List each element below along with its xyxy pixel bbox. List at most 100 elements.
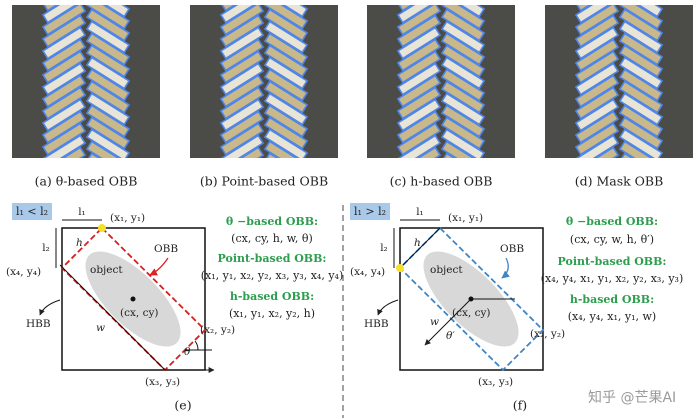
vehicle bbox=[396, 86, 442, 120]
w: w bbox=[96, 322, 105, 334]
condition-box bbox=[12, 203, 52, 220]
vehicle bbox=[41, 86, 87, 120]
vehicle bbox=[41, 5, 87, 36]
image-bg bbox=[12, 5, 160, 158]
format-name: Point-based OBB: bbox=[218, 252, 327, 265]
angle-label: θ′ bbox=[446, 330, 455, 342]
vertex-label: (x₃, y₃) bbox=[478, 376, 513, 388]
vehicle bbox=[41, 98, 87, 132]
vehicle bbox=[219, 146, 265, 158]
vehicle bbox=[618, 80, 664, 114]
vehicle bbox=[219, 26, 265, 60]
vehicle bbox=[574, 146, 620, 158]
vehicle bbox=[440, 5, 486, 18]
vehicle bbox=[440, 44, 486, 78]
vehicle bbox=[85, 5, 131, 30]
vehicle bbox=[219, 134, 265, 158]
vehicle bbox=[219, 98, 265, 132]
vertex-label: (x₄, y₄) bbox=[350, 266, 385, 278]
format-tuple: (x₁, y₁, x₂, y₂, x₃, y₃, x₄, y₄) bbox=[201, 269, 343, 282]
format-name: Point-based OBB: bbox=[558, 255, 667, 268]
vehicle bbox=[618, 92, 664, 126]
vertex-label: (x₁, y₁) bbox=[448, 212, 483, 224]
vertex-label: (x₃, y₃) bbox=[145, 376, 180, 388]
caption: (b) Point-based OBB bbox=[200, 174, 328, 189]
format-tuple: (x₄, y₄, x₁, y₁, x₂, y₂, x₃, y₃) bbox=[541, 272, 683, 285]
vehicle bbox=[85, 152, 131, 158]
vehicle bbox=[574, 38, 620, 72]
vehicle bbox=[396, 5, 442, 12]
vehicle bbox=[41, 50, 87, 84]
center-label: (cx, cy) bbox=[452, 307, 490, 319]
format-tuple: (cx, cy, w, h, θ′) bbox=[570, 233, 654, 246]
vehicle bbox=[41, 14, 87, 48]
vehicle bbox=[85, 8, 131, 42]
vehicle bbox=[618, 104, 664, 138]
vehicle bbox=[618, 32, 664, 66]
vehicle bbox=[574, 5, 620, 24]
vehicle bbox=[440, 5, 486, 30]
vehicle bbox=[41, 5, 87, 24]
caption: (d) Mask OBB bbox=[575, 174, 664, 189]
vehicle bbox=[618, 152, 664, 158]
vehicle bbox=[263, 140, 309, 158]
obb-label: OBB bbox=[154, 243, 178, 255]
vehicle bbox=[618, 128, 664, 158]
vehicle bbox=[263, 128, 309, 158]
condition-box bbox=[350, 203, 390, 220]
vehicle bbox=[41, 62, 87, 96]
vehicle bbox=[396, 146, 442, 158]
image-row bbox=[12, 5, 693, 158]
vehicle bbox=[219, 5, 265, 24]
angle-label: θ bbox=[184, 346, 191, 358]
vehicle bbox=[263, 56, 309, 90]
vehicle bbox=[396, 74, 442, 108]
vehicle bbox=[574, 5, 620, 12]
image-bg bbox=[545, 5, 693, 158]
format-name: h-based OBB: bbox=[230, 290, 314, 303]
vehicle bbox=[263, 68, 309, 102]
vehicle bbox=[396, 50, 442, 84]
hbb bbox=[61, 227, 206, 371]
vehicle bbox=[396, 26, 442, 60]
vehicle bbox=[574, 110, 620, 144]
format-name: h-based OBB: bbox=[570, 293, 654, 306]
vehicle bbox=[618, 140, 664, 158]
aerial-image bbox=[12, 5, 160, 158]
vehicle bbox=[396, 5, 442, 24]
vehicle bbox=[85, 20, 131, 54]
caption: (f) bbox=[513, 398, 527, 413]
watermark: 知乎 @芒果AI bbox=[588, 389, 676, 406]
diagram-e: l₁ < l₂ l₁ l₂ h w (x₁, y₁) (x₂, y₂) (x₃,… bbox=[6, 203, 343, 413]
vehicle bbox=[440, 116, 486, 150]
vehicle bbox=[41, 146, 87, 158]
vehicle bbox=[41, 26, 87, 60]
angle-arc bbox=[194, 340, 199, 351]
vertex bbox=[396, 264, 404, 272]
vehicle bbox=[85, 92, 131, 126]
vehicle bbox=[41, 5, 87, 12]
vehicle bbox=[440, 128, 486, 158]
vehicle bbox=[574, 62, 620, 96]
vehicle bbox=[396, 98, 442, 132]
vehicle bbox=[263, 20, 309, 54]
object-label: object bbox=[430, 264, 463, 276]
vehicle bbox=[574, 134, 620, 158]
format-tuple: (x₁, y₁, x₂, y₂, h) bbox=[229, 307, 315, 320]
vehicle bbox=[263, 104, 309, 138]
vehicle bbox=[618, 5, 664, 18]
l1: l₁ bbox=[78, 206, 86, 218]
diagram-f: l₁ > l₂ l₁ l₂ h w (x₁, y₁) (x₂, y₂) (x₃,… bbox=[350, 203, 683, 413]
vehicle bbox=[618, 56, 664, 90]
vehicle bbox=[263, 5, 309, 30]
h: h bbox=[414, 237, 421, 249]
aerial-image bbox=[545, 5, 693, 158]
image-bg bbox=[367, 5, 515, 158]
vehicle bbox=[440, 8, 486, 42]
obb-label: OBB bbox=[500, 243, 524, 255]
vehicle bbox=[440, 68, 486, 102]
edge bbox=[399, 227, 441, 269]
hbb-arrow bbox=[39, 299, 61, 316]
vehicle bbox=[219, 74, 265, 108]
